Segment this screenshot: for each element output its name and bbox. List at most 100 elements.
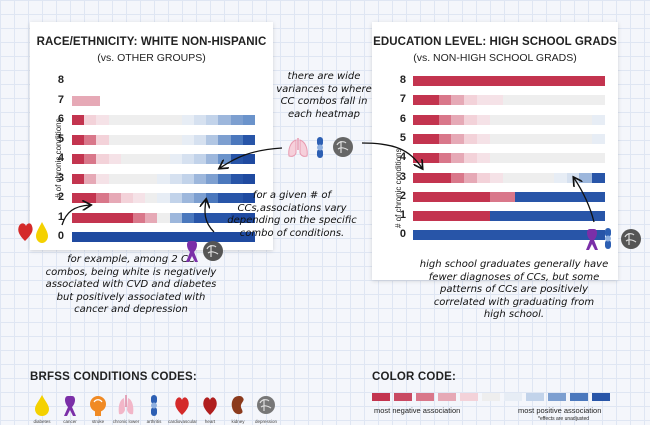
- heatmap-cell: [84, 193, 97, 203]
- lungs-icon: [118, 395, 134, 415]
- brain-icon: [257, 396, 275, 414]
- heatmap-cell: [72, 173, 85, 184]
- heatmap-cell: [566, 153, 580, 164]
- heatmap-cell: [451, 153, 465, 164]
- heatmap-cell: [108, 115, 121, 125]
- color-code-note: *effects are unadjusted: [538, 416, 590, 422]
- heatmap-cell: [72, 134, 85, 145]
- heatmap-cell: [464, 133, 477, 144]
- heatmap-cell: [540, 191, 554, 202]
- heatmap-cell: [515, 191, 529, 202]
- color-swatch: [526, 393, 544, 401]
- heatmap-cell: [464, 114, 477, 125]
- heatmap-cell: [566, 114, 580, 125]
- heatmap-cell: [515, 153, 529, 164]
- heatmap-cell: [133, 115, 146, 125]
- heatmap-cell: [438, 153, 452, 164]
- heatmap-cell: [133, 212, 146, 223]
- heatmap-row: [413, 153, 605, 164]
- heatmap-cell: [451, 191, 465, 202]
- color-code-title: COLOR CODE:: [372, 371, 456, 383]
- middle-note: for a given # of CCs,associations vary d…: [227, 190, 357, 239]
- heatmap-row: [413, 211, 605, 222]
- y-tick-label: 2: [399, 189, 406, 202]
- ribbon-icon: [186, 241, 198, 262]
- heatmap-cell: [489, 153, 503, 164]
- heatmap-cell: [489, 191, 503, 202]
- heatmap-cell: [553, 114, 567, 125]
- heatmap-cell: [592, 153, 605, 164]
- color-swatch: [460, 393, 478, 401]
- heatmap-cell: [230, 212, 243, 223]
- heatmap-cell: [181, 154, 195, 164]
- heatmap-cell: [230, 115, 243, 125]
- heatmap-cell: [206, 134, 219, 145]
- y-tick-label: 8: [399, 74, 406, 86]
- middle-icon-cluster: [186, 241, 223, 262]
- heatmap-cell: [133, 173, 146, 184]
- heatmap-cell: [181, 134, 195, 145]
- heatmap-cell: [108, 173, 121, 184]
- y-tick-label: 3: [57, 171, 64, 184]
- center-note: there are wide variances to where CC com…: [276, 71, 372, 120]
- heatmap-cell: [438, 114, 452, 125]
- heatmap-cell: [553, 153, 567, 164]
- heatmap-cell: [206, 212, 219, 223]
- condition-label: kidney: [231, 419, 245, 424]
- heatmap-cell: [194, 115, 207, 125]
- heatmap-cell: [579, 95, 593, 106]
- heatmap-cell: [157, 212, 170, 223]
- heart-icon: [203, 397, 217, 415]
- heatmap-cell: [413, 95, 426, 106]
- heatmap-cell: [230, 134, 243, 145]
- heatmap-cell: [181, 212, 195, 223]
- heatmap-cell: [181, 115, 195, 125]
- heatmap-cell: [194, 134, 207, 145]
- right-heatmap-panel: EDUCATION LEVEL: HIGH SCHOOL GRADS (vs. …: [372, 22, 618, 280]
- center-icon-cluster: [288, 137, 353, 158]
- y-tick-label: 8: [57, 74, 64, 86]
- y-tick-label: 0: [399, 228, 406, 241]
- y-tick-label: 1: [399, 209, 406, 222]
- heatmap-cell: [502, 153, 516, 164]
- lungs-icon: [288, 138, 308, 157]
- heatmap-cell: [489, 114, 503, 125]
- heatmap-cell: [515, 95, 529, 106]
- heatmap-cell: [425, 172, 439, 183]
- heatmap-cell: [242, 115, 256, 125]
- heatmap-cell: [72, 232, 255, 242]
- color-code-max-label: most positive association: [518, 406, 602, 415]
- y-tick-label: 5: [399, 131, 406, 144]
- heatmap-cell: [181, 173, 195, 184]
- y-tick-label: 6: [399, 112, 406, 125]
- heatmap-cell: [451, 133, 465, 144]
- heatmap-cell: [592, 172, 605, 183]
- right-icon-cluster: [586, 228, 641, 250]
- heatmap-cell: [528, 172, 541, 183]
- heatmap-cell: [230, 173, 243, 184]
- heatmap-cell: [566, 95, 580, 106]
- color-swatch: [482, 393, 500, 401]
- heatmap-cell: [489, 95, 503, 106]
- heatmap-cell: [218, 193, 231, 203]
- heatmap-cell: [120, 173, 134, 184]
- heatmap-cell: [413, 191, 426, 202]
- color-swatch: [570, 393, 588, 401]
- heatmap-cell: [413, 230, 605, 241]
- heatmap-cell: [592, 114, 605, 125]
- brain-icon: [203, 241, 223, 261]
- head-icon: [90, 396, 106, 416]
- heatmap-cell: [84, 134, 97, 145]
- heatmap-cell: [425, 211, 439, 222]
- heatmap-cell: [145, 212, 158, 223]
- heart-icon: [175, 397, 189, 415]
- joint-icon: [151, 395, 157, 416]
- heatmap-cell: [72, 95, 100, 106]
- drop-icon: [35, 395, 49, 416]
- condition-label: cancer: [63, 419, 77, 424]
- heatmap-cell: [194, 193, 207, 203]
- joint-icon: [605, 228, 611, 249]
- heatmap-cell: [438, 95, 452, 106]
- heatmap-cell: [579, 211, 593, 222]
- condition-label: heart: [204, 419, 216, 424]
